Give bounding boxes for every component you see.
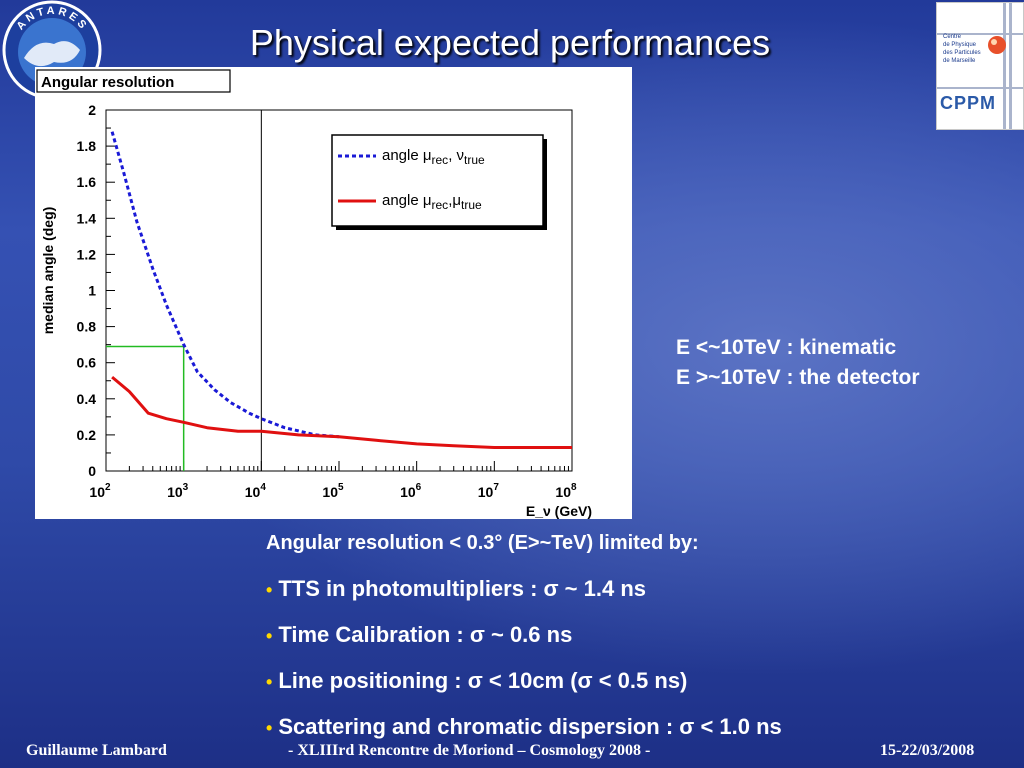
y-tick-label: 1.4	[77, 210, 97, 226]
annotation-line-detector: E >~10TeV : the detector	[676, 366, 920, 389]
y-tick-label: 0.4	[77, 391, 97, 407]
y-tick-label: 0.2	[77, 427, 97, 443]
y-tick-label: 1.2	[77, 246, 97, 262]
footer-event: - XLIIIrd Rencontre de Moriond – Cosmolo…	[288, 742, 651, 759]
y-tick-label: 1	[88, 283, 96, 299]
bullet-dot-icon: •	[266, 626, 273, 646]
bullet-dot-icon: •	[266, 718, 273, 738]
list-item: • Line positioning : σ < 10cm (σ < 0.5 ns…	[266, 668, 688, 693]
x-tick-label: 106	[400, 482, 422, 500]
chart-svg: Angular resolution 0 0.2 0.4 0.6 0.8 1 1.2 1.4 1.…	[36, 69, 592, 519]
x-tick-label: 108	[555, 482, 577, 500]
energy-annotation: E <~10TeV : kinematic E >~10TeV : the de…	[676, 333, 920, 393]
footer-date: 15-22/03/2008	[880, 742, 975, 759]
x-tick-label: 103	[167, 482, 189, 500]
y-axis-label: median angle (deg)	[40, 207, 56, 335]
x-tick-label: 104	[245, 482, 267, 500]
y-tick-label: 1.8	[77, 138, 97, 154]
list-item: • Scattering and chromatic dispersion : σ…	[266, 714, 782, 739]
y-tick-label: 2	[88, 102, 96, 118]
x-axis-label: E_ν (GeV)	[526, 503, 592, 519]
limitations-intro: Angular resolution < 0.3° (E>~TeV) limit…	[266, 532, 699, 554]
x-tick-label: 105	[322, 482, 344, 500]
series-line-neutrino	[110, 131, 340, 439]
angular-resolution-chart: Angular resolution 0 0.2 0.4 0.6 0.8 1 1.2 1.4 1.…	[35, 67, 632, 519]
footer-author: Guillaume Lambard	[26, 742, 167, 759]
cppm-logo: Centre de Physique des Particules de Mar…	[936, 2, 1024, 130]
cppm-logo-text: Centre de Physique des Particules de Mar…	[943, 34, 981, 64]
x-tick-label: 107	[478, 482, 500, 500]
series-line-muon	[111, 375, 572, 449]
list-item: • TTS in photomultipliers : σ ~ 1.4 ns	[266, 576, 647, 601]
slide-title: Physical expected performances	[249, 22, 771, 63]
legend-box	[331, 134, 544, 227]
y-tick-label: 1.6	[77, 174, 97, 190]
annotation-line-kinematic: E <~10TeV : kinematic	[676, 336, 897, 359]
chart-title: Angular resolution	[41, 74, 174, 91]
legend-entry: angle μrec,μtrue	[382, 192, 482, 212]
x-tick-label: 102	[89, 482, 111, 500]
limitations-list: Angular resolution < 0.3° (E>~TeV) limit…	[266, 528, 782, 758]
chart-title-box	[36, 69, 231, 93]
bullet-dot-icon: •	[266, 672, 273, 692]
list-item: • Time Calibration : σ ~ 0.6 ns	[266, 622, 573, 647]
bullet-dot-icon: •	[266, 580, 273, 600]
y-tick-label: 0.8	[77, 319, 97, 335]
cppm-logo-word: CPPM	[940, 93, 997, 113]
legend-entry: angle μrec, νtrue	[382, 147, 485, 167]
y-tick-label: 0	[88, 463, 96, 479]
y-tick-label: 0.6	[77, 355, 97, 371]
